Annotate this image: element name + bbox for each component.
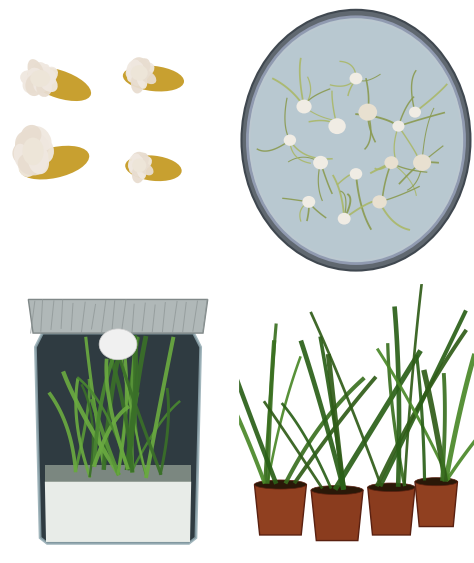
Ellipse shape (20, 70, 38, 85)
Ellipse shape (28, 148, 49, 175)
Ellipse shape (373, 195, 387, 208)
Text: a: a (208, 247, 223, 266)
Ellipse shape (415, 477, 457, 486)
Ellipse shape (18, 153, 47, 176)
Polygon shape (255, 485, 306, 535)
Ellipse shape (27, 59, 45, 84)
Ellipse shape (128, 160, 137, 171)
Ellipse shape (139, 163, 154, 175)
Ellipse shape (413, 154, 431, 171)
Ellipse shape (136, 69, 147, 89)
Ellipse shape (30, 126, 52, 151)
Text: c: c (208, 538, 221, 557)
Ellipse shape (409, 106, 421, 118)
Ellipse shape (139, 157, 152, 169)
Ellipse shape (349, 73, 363, 84)
Ellipse shape (132, 155, 143, 168)
Ellipse shape (131, 57, 147, 72)
Ellipse shape (296, 100, 311, 114)
Ellipse shape (131, 70, 144, 86)
Ellipse shape (31, 148, 48, 170)
Ellipse shape (132, 152, 146, 164)
Ellipse shape (12, 142, 33, 164)
Polygon shape (368, 488, 415, 535)
Ellipse shape (27, 133, 49, 159)
Ellipse shape (302, 196, 315, 208)
Ellipse shape (37, 140, 54, 163)
Ellipse shape (128, 154, 141, 169)
Ellipse shape (21, 125, 41, 146)
Ellipse shape (15, 131, 38, 158)
Ellipse shape (15, 128, 40, 153)
Ellipse shape (392, 120, 404, 132)
Ellipse shape (328, 118, 346, 134)
Ellipse shape (137, 163, 146, 179)
Ellipse shape (241, 10, 471, 271)
Ellipse shape (368, 483, 415, 491)
Ellipse shape (337, 213, 351, 225)
Ellipse shape (33, 76, 49, 93)
Ellipse shape (18, 153, 37, 177)
Ellipse shape (131, 61, 144, 76)
Polygon shape (311, 490, 363, 540)
Ellipse shape (30, 70, 50, 87)
Ellipse shape (137, 159, 148, 172)
Ellipse shape (14, 144, 31, 171)
Ellipse shape (36, 64, 50, 84)
Ellipse shape (137, 153, 149, 168)
Ellipse shape (137, 66, 150, 80)
Polygon shape (45, 465, 191, 482)
Ellipse shape (19, 146, 89, 180)
Ellipse shape (137, 58, 150, 76)
Polygon shape (415, 482, 457, 526)
Ellipse shape (126, 68, 137, 79)
Ellipse shape (139, 70, 156, 84)
Ellipse shape (127, 60, 141, 78)
Ellipse shape (39, 74, 58, 92)
Ellipse shape (22, 137, 44, 166)
Polygon shape (28, 300, 208, 333)
Ellipse shape (131, 65, 148, 81)
Text: b: b (446, 247, 462, 266)
Ellipse shape (27, 67, 91, 101)
Ellipse shape (132, 158, 146, 172)
Ellipse shape (123, 65, 184, 91)
Ellipse shape (255, 480, 306, 489)
Ellipse shape (132, 164, 143, 177)
Ellipse shape (311, 485, 363, 495)
Ellipse shape (40, 66, 58, 83)
Ellipse shape (125, 155, 182, 181)
Ellipse shape (41, 69, 56, 86)
Ellipse shape (127, 66, 144, 83)
Ellipse shape (129, 160, 143, 174)
Ellipse shape (131, 71, 145, 93)
Text: d: d (446, 538, 462, 557)
Ellipse shape (247, 17, 465, 263)
Ellipse shape (139, 62, 155, 77)
Ellipse shape (283, 135, 296, 146)
Ellipse shape (32, 62, 48, 82)
Ellipse shape (36, 78, 52, 97)
Ellipse shape (23, 72, 43, 93)
Polygon shape (36, 333, 201, 543)
Ellipse shape (132, 164, 145, 183)
Ellipse shape (358, 104, 377, 120)
Ellipse shape (350, 168, 362, 180)
Ellipse shape (27, 68, 44, 85)
Ellipse shape (99, 329, 137, 360)
Ellipse shape (313, 156, 328, 169)
Ellipse shape (384, 157, 398, 169)
Ellipse shape (25, 74, 44, 96)
Polygon shape (45, 482, 191, 542)
